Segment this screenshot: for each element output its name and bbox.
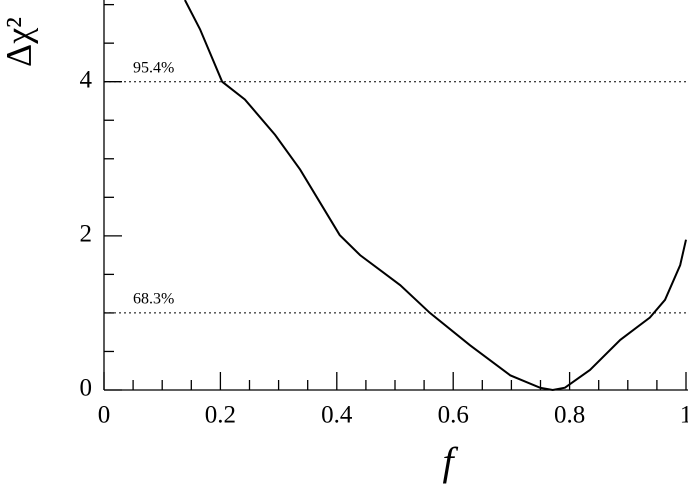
- y-tick-label: 4: [80, 66, 93, 93]
- x-tick-label: 0.8: [554, 402, 585, 429]
- x-tick-label: 0: [98, 402, 111, 429]
- confidence-label: 68.3%: [133, 291, 174, 308]
- x-tick-label: 0.6: [438, 402, 469, 429]
- y-axis-label: Δχ²: [0, 17, 38, 67]
- curve: [184, 0, 687, 392]
- x-tick-label: 0.4: [321, 402, 353, 429]
- x-tick-label: 1: [680, 402, 688, 429]
- confidence-label: 95.4%: [133, 59, 174, 76]
- x-axis-label: f: [442, 439, 458, 484]
- x-tick-label: 0.2: [205, 402, 236, 429]
- y-tick-label: 2: [80, 221, 93, 248]
- y-tick-label: 0: [80, 375, 93, 402]
